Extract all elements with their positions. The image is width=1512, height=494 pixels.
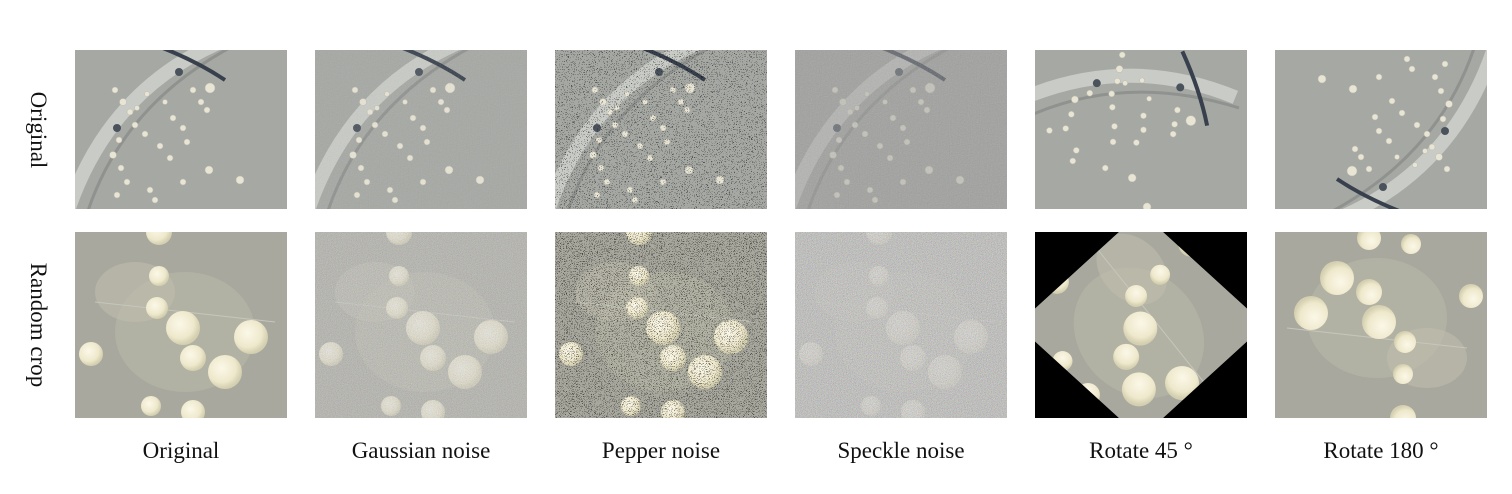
crop-image-rotated-180 [1275, 232, 1487, 418]
column-label-speckle-noise: Speckle noise [837, 438, 965, 463]
plate-image [75, 50, 287, 209]
plate-image-gaussian-noise [315, 50, 527, 209]
crop-image-pepper-noise [555, 232, 767, 418]
row-label-random-crop: Random crop [26, 262, 51, 388]
crop-image-gaussian-noise [315, 232, 527, 418]
tile-original-pepper-noise [555, 50, 767, 209]
tile-original-rotate-180 [1275, 50, 1487, 209]
column-label-rotate-180: Rotate 180 ° [1323, 438, 1439, 463]
plate-image-rotated-180 [1275, 50, 1487, 209]
tile-original-gaussian-noise [315, 50, 527, 209]
tile-crop-pepper-noise [555, 232, 767, 418]
tile-crop-rotate-45 [1035, 232, 1247, 418]
plate-image-rotated-45 [1035, 50, 1247, 209]
tile-crop-original [75, 232, 287, 418]
column-label-rotate-45: Rotate 45 ° [1089, 438, 1193, 463]
plate-image-speckle-noise [795, 50, 1007, 209]
column-label-pepper-noise: Pepper noise [601, 438, 721, 463]
tile-crop-speckle-noise [795, 232, 1007, 418]
column-label-gaussian-noise: Gaussian noise [351, 438, 491, 463]
tile-crop-rotate-180 [1275, 232, 1487, 418]
crop-image-rotated-45 [1035, 232, 1247, 418]
column-label-original: Original [142, 438, 220, 463]
tile-original-original [75, 50, 287, 209]
crop-image-speckle-noise [795, 232, 1007, 418]
crop-image [75, 232, 287, 418]
tile-original-speckle-noise [795, 50, 1007, 209]
tile-original-rotate-45 [1035, 50, 1247, 209]
row-label-original: Original [26, 91, 51, 169]
tile-crop-gaussian-noise [315, 232, 527, 418]
plate-image-pepper-noise [555, 50, 767, 209]
